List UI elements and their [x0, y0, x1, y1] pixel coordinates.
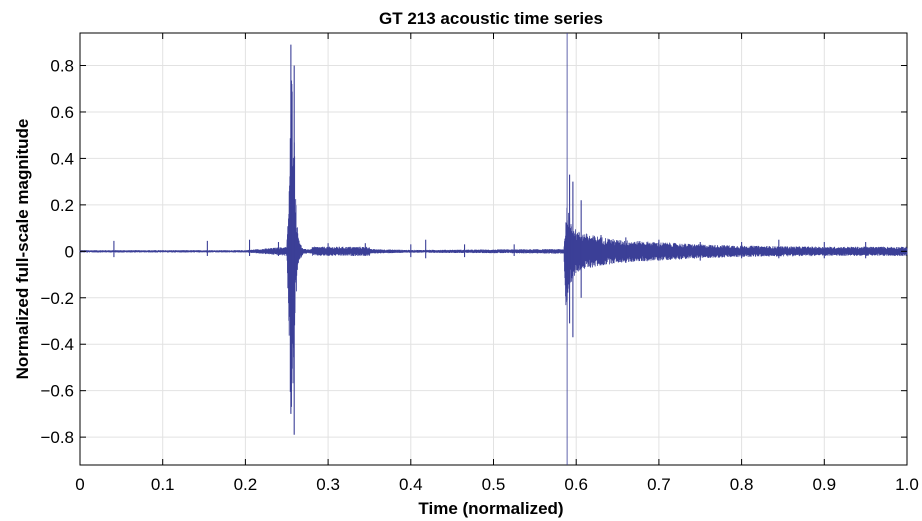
x-tick-label-4: 0.4 [399, 475, 423, 494]
y-axis-label: Normalized full-scale magnitude [13, 119, 32, 380]
y-tick-label-6: −0.4 [40, 335, 74, 354]
y-tick-label-7: −0.6 [40, 382, 74, 401]
x-axis-ticks: 0 0.1 0.2 0.3 0.4 0.5 0.6 0.7 0.8 0.9 1.0 [75, 33, 919, 494]
x-tick-label-0: 0 [75, 475, 84, 494]
y-tick-label-1: 0.6 [50, 103, 74, 122]
x-axis-label: Time (normalized) [418, 499, 563, 518]
y-tick-label-8: −0.8 [40, 428, 74, 447]
x-tick-label-5: 0.5 [482, 475, 506, 494]
x-tick-label-1: 0.1 [151, 475, 175, 494]
waveform-series [79, 33, 908, 465]
y-tick-label-4: 0 [65, 242, 74, 261]
x-tick-label-6: 0.6 [564, 475, 588, 494]
x-tick-label-10: 1.0 [895, 475, 919, 494]
x-tick-label-9: 0.9 [812, 475, 836, 494]
y-tick-label-2: 0.4 [50, 149, 74, 168]
x-tick-label-2: 0.2 [234, 475, 258, 494]
x-tick-label-8: 0.8 [730, 475, 754, 494]
y-axis-ticks: 0.8 0.6 0.4 0.2 0 −0.2 −0.4 −0.6 −0.8 [40, 57, 907, 447]
x-tick-label-3: 0.3 [316, 475, 340, 494]
chart-title: GT 213 acoustic time series [379, 9, 603, 28]
y-tick-label-0: 0.8 [50, 57, 74, 76]
x-tick-label-7: 0.7 [647, 475, 671, 494]
waveform-trace [79, 80, 908, 407]
y-tick-label-5: −0.2 [40, 289, 74, 308]
y-tick-label-3: 0.2 [50, 196, 74, 215]
